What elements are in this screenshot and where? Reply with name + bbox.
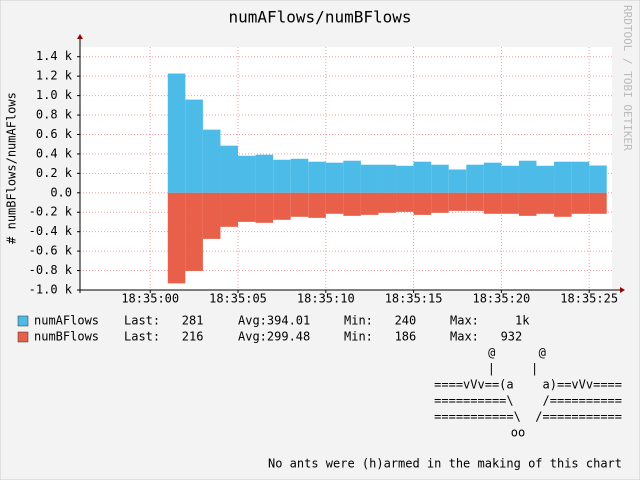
bar	[466, 192, 484, 211]
bar	[360, 164, 379, 193]
bar	[554, 192, 572, 217]
ascii-art: ====vVv==(a a)==vVv====	[434, 378, 622, 392]
bar	[325, 162, 344, 193]
legend-label: numAFlows	[34, 314, 99, 328]
y-tick-label: -1.0 k	[29, 283, 73, 297]
legend-stat: Avg:394.01	[238, 314, 310, 328]
x-tick-label: 18:35:25	[560, 292, 618, 306]
legend-swatch	[17, 331, 29, 343]
bar	[378, 164, 397, 193]
bar	[273, 192, 291, 220]
ascii-art: ===========\ /===========	[434, 410, 622, 424]
ascii-art: @ @	[488, 346, 546, 360]
legend-label: numBFlows	[34, 330, 99, 344]
legend-stat: Min: 240	[344, 314, 416, 328]
bar	[483, 162, 502, 193]
legend-stat: Last: 281	[124, 314, 203, 328]
bar	[273, 159, 291, 193]
x-tick-label: 18:35:10	[297, 292, 355, 306]
bar	[518, 160, 537, 193]
bar	[431, 164, 449, 193]
bar	[238, 192, 256, 222]
bar	[396, 165, 414, 193]
bar	[448, 192, 467, 211]
chart-title: numAFlows/numBFlows	[228, 8, 411, 27]
bar	[255, 192, 274, 223]
ascii-art: oo	[511, 426, 525, 440]
bar	[413, 192, 432, 215]
x-tick-label: 18:35:05	[209, 292, 267, 306]
bar	[589, 192, 607, 214]
bar	[308, 161, 326, 193]
legend-swatch	[17, 315, 29, 327]
bar	[220, 192, 239, 227]
bar	[308, 192, 326, 218]
y-tick-label: -0.8 k	[29, 263, 73, 277]
x-tick-label: 18:35:15	[385, 292, 443, 306]
bar	[255, 154, 274, 193]
bar	[360, 192, 379, 215]
bar	[413, 161, 432, 193]
bar	[343, 192, 361, 216]
bar	[396, 192, 414, 212]
y-tick-label: -0.2 k	[29, 205, 73, 219]
y-tick-label: 0.8 k	[36, 108, 73, 122]
legend-stat: Last: 216	[124, 330, 203, 344]
footer: No ants were (h)armed in the making of t…	[268, 457, 622, 471]
bar	[501, 165, 519, 193]
bar	[536, 165, 555, 193]
y-axis-label: # numBFlows/numAFlows	[5, 92, 19, 244]
bar	[536, 192, 555, 214]
y-tick-label: 0.2 k	[36, 166, 73, 180]
x-tick-label: 18:35:20	[472, 292, 530, 306]
bar	[202, 129, 221, 193]
y-tick-label: -0.6 k	[29, 244, 73, 258]
bar	[378, 192, 397, 213]
y-tick-label: 0.4 k	[36, 146, 73, 160]
bar	[167, 73, 186, 193]
y-tick-label: 1.0 k	[36, 88, 73, 102]
bar	[290, 158, 309, 193]
bar	[290, 192, 309, 217]
bar	[238, 155, 256, 193]
x-tick-label: 18:35:00	[121, 292, 179, 306]
x-axis-arrow	[620, 287, 625, 293]
bar	[554, 161, 572, 193]
legend-stat: Max: 932	[450, 330, 522, 344]
bar	[501, 192, 519, 214]
bar	[220, 145, 239, 193]
ascii-art: ==========\ /==========	[434, 394, 622, 408]
y-axis-arrow	[77, 34, 83, 39]
ascii-art: | |	[488, 362, 539, 376]
bar	[202, 192, 221, 239]
bar	[466, 164, 484, 193]
bar	[571, 161, 590, 193]
bar	[518, 192, 537, 216]
bar	[325, 192, 344, 214]
bar	[589, 165, 607, 193]
bar	[483, 192, 502, 214]
bar	[343, 160, 361, 193]
legend-stat: Min: 186	[344, 330, 416, 344]
y-tick-label: 0.6 k	[36, 127, 73, 141]
bar	[167, 192, 186, 284]
watermark: RRDTOOL / TOBI OETIKER	[621, 5, 634, 151]
legend-stat: Max: 1k	[450, 314, 530, 328]
y-tick-label: 0.0	[50, 185, 72, 199]
bar	[431, 192, 449, 213]
bar	[185, 192, 203, 271]
y-tick-label: -0.4 k	[29, 224, 73, 238]
bar	[448, 169, 467, 193]
y-tick-label: 1.2 k	[36, 69, 73, 83]
y-tick-label: 1.4 k	[36, 49, 73, 63]
bar	[185, 99, 203, 193]
legend-stat: Avg:299.48	[238, 330, 310, 344]
bar	[571, 192, 590, 214]
